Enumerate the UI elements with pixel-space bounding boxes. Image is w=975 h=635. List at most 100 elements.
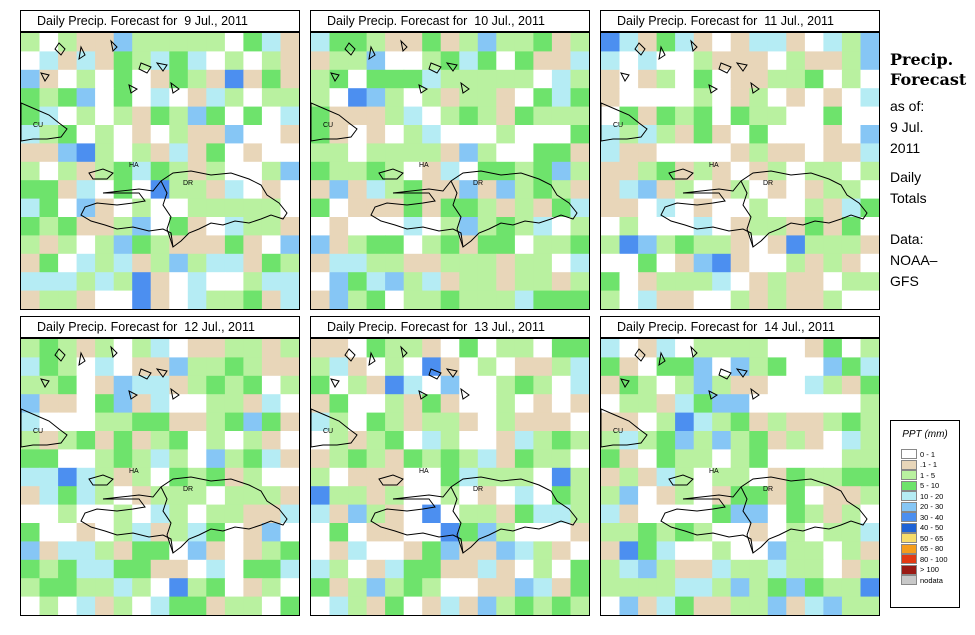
precip-cell xyxy=(767,504,787,524)
precip-cell xyxy=(675,253,695,273)
map-label-dr: DR xyxy=(183,486,193,493)
precip-cell xyxy=(366,578,386,598)
precip-cell xyxy=(280,88,299,108)
precip-cell xyxy=(496,180,516,200)
precip-cell xyxy=(280,69,299,89)
precip-cell xyxy=(533,106,553,126)
precip-cell xyxy=(21,559,41,579)
precip-cell xyxy=(693,272,713,292)
precip-cell xyxy=(656,541,676,561)
precip-cell xyxy=(860,69,879,89)
precip-cell xyxy=(496,504,516,524)
precip-cell xyxy=(385,69,405,89)
precip-cell xyxy=(39,51,59,71)
precip-cell xyxy=(860,125,879,144)
precip-cell xyxy=(329,523,349,542)
precip-cell xyxy=(261,161,281,181)
bahamas-outline xyxy=(418,84,428,94)
precip-cell xyxy=(601,375,621,395)
precip-cell xyxy=(39,523,59,542)
precip-cell xyxy=(638,253,658,273)
precip-cell xyxy=(823,33,843,52)
precip-cell xyxy=(169,504,189,524)
precip-cell xyxy=(823,449,843,469)
precip-cell xyxy=(169,394,189,414)
precip-cell xyxy=(514,596,534,615)
precip-cell xyxy=(841,217,861,236)
precip-cell xyxy=(496,559,516,579)
precip-cell xyxy=(440,125,460,144)
precip-cell xyxy=(619,467,639,487)
legend-swatch xyxy=(901,512,917,523)
precip-cell xyxy=(403,253,423,273)
precip-cell xyxy=(169,33,189,52)
precip-cell xyxy=(58,559,78,579)
precip-cell xyxy=(712,541,732,561)
precip-cell xyxy=(39,198,59,218)
precip-cell xyxy=(551,143,571,163)
precip-cell xyxy=(619,235,639,255)
precip-cell xyxy=(601,412,621,432)
precip-cell xyxy=(206,33,226,52)
precip-cell xyxy=(403,431,423,450)
precip-cell xyxy=(366,394,386,414)
precip-cell xyxy=(206,143,226,163)
precip-cell xyxy=(329,375,349,395)
precip-cell xyxy=(693,559,713,579)
precip-cell xyxy=(422,106,442,126)
precip-cell xyxy=(311,375,331,395)
side-title-line1: Precip. xyxy=(890,50,954,69)
precip-cell xyxy=(348,467,368,487)
precip-cell xyxy=(767,375,787,395)
precip-cell xyxy=(477,467,497,487)
precip-cell xyxy=(150,486,170,506)
precip-cell xyxy=(280,578,299,598)
precip-cell xyxy=(786,33,806,52)
precip-cell xyxy=(329,253,349,273)
precip-cell xyxy=(459,217,479,236)
precip-cell xyxy=(477,504,497,524)
precip-cell xyxy=(206,125,226,144)
precip-cell xyxy=(21,33,41,52)
precip-cell xyxy=(366,253,386,273)
precip-cell xyxy=(169,51,189,71)
precip-cell xyxy=(169,290,189,309)
precip-cell xyxy=(95,143,115,163)
precip-cell xyxy=(841,290,861,309)
precip-cell xyxy=(533,143,553,163)
precip-cell xyxy=(656,486,676,506)
precip-cell xyxy=(329,180,349,200)
precip-cell xyxy=(132,217,152,236)
precip-cell xyxy=(21,596,41,615)
precip-cell xyxy=(95,541,115,561)
precip-cell xyxy=(656,578,676,598)
precip-cell xyxy=(749,198,769,218)
precip-cell xyxy=(76,431,96,450)
precip-cell xyxy=(477,88,497,108)
precip-cell xyxy=(169,339,189,358)
precip-cell xyxy=(422,143,442,163)
precip-cell xyxy=(533,33,553,52)
precip-cell xyxy=(730,161,750,181)
precip-cell xyxy=(422,467,442,487)
precip-cell xyxy=(21,272,41,292)
precip-cell xyxy=(385,467,405,487)
precip-cell xyxy=(280,596,299,615)
precip-cell xyxy=(403,88,423,108)
precip-cell xyxy=(280,523,299,542)
precip-cell xyxy=(224,559,244,579)
precip-cell xyxy=(95,357,115,377)
precip-cell xyxy=(533,467,553,487)
precip-cell xyxy=(348,198,368,218)
precip-cell xyxy=(366,51,386,71)
precip-cell xyxy=(95,449,115,469)
precip-cell xyxy=(804,412,824,432)
precip-cell xyxy=(95,486,115,506)
precip-cell xyxy=(823,394,843,414)
precip-cell xyxy=(58,272,78,292)
precip-cell xyxy=(187,394,207,414)
precip-cell xyxy=(638,412,658,432)
precip-cell xyxy=(551,106,571,126)
precip-cell xyxy=(113,198,133,218)
precip-cell xyxy=(187,33,207,52)
